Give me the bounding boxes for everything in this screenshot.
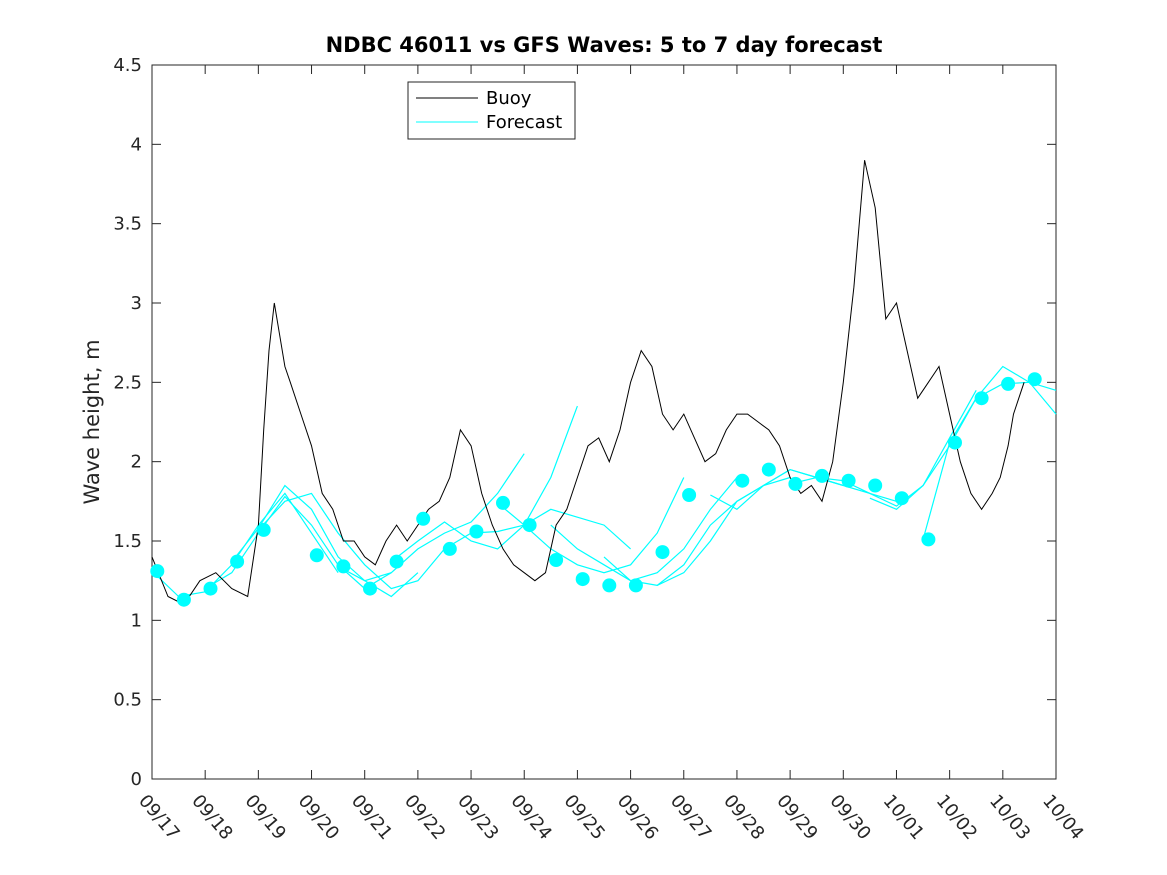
forecast-marker (522, 518, 537, 533)
chart-title: NDBC 46011 vs GFS Waves: 5 to 7 day fore… (326, 33, 883, 57)
forecast-marker (416, 511, 431, 526)
forecast-line (257, 492, 445, 590)
forecast-marker (628, 578, 643, 593)
y-axis-label: Wave height, m (80, 339, 104, 504)
forecast-marker (761, 462, 776, 477)
legend-box (407, 81, 576, 140)
forecast-marker (1027, 372, 1042, 387)
y-tick-label: 1.5 (113, 531, 142, 552)
y-tick-label: 0 (131, 769, 142, 790)
forecast-marker (336, 559, 351, 574)
forecast-marker (549, 553, 564, 567)
forecast-marker (655, 545, 670, 560)
y-tick-label: 0.5 (113, 690, 142, 711)
forecast-marker (176, 592, 191, 607)
forecast-marker (363, 581, 377, 596)
forecast-marker (203, 581, 218, 596)
plot-area (151, 64, 1057, 780)
forecast-marker (815, 468, 829, 483)
forecast-line (710, 468, 897, 511)
forecast-marker (150, 564, 165, 579)
legend: Buoy Forecast (407, 81, 576, 140)
forecast-marker (1001, 376, 1016, 391)
forecast-line (869, 365, 1057, 510)
y-tick-label: 4 (131, 134, 142, 155)
series-layer (150, 160, 1057, 607)
y-tick-label: 2.5 (113, 372, 142, 393)
forecast-marker (735, 473, 750, 488)
y-axis: 0 0.5 1 1.5 2 2.5 3 3.5 4 4.5 (113, 55, 1056, 790)
forecast-line (337, 453, 525, 582)
y-tick-label: 2 (131, 452, 142, 473)
forecast-marker (841, 473, 856, 488)
forecast-line (550, 477, 738, 582)
buoy-line (151, 160, 1025, 606)
forecast-marker (868, 478, 883, 493)
legend-forecast-label: Forecast (486, 112, 562, 133)
forecast-marker (469, 524, 484, 539)
forecast-marker (575, 572, 590, 587)
forecast-marker (496, 495, 510, 510)
forecast-marker (921, 532, 936, 547)
forecast-line (231, 484, 419, 598)
forecast-marker (948, 435, 962, 450)
y-tick-label: 4.5 (113, 55, 142, 76)
forecast-marker (230, 554, 245, 569)
forecast-line (390, 405, 578, 563)
forecast-marker (309, 548, 324, 563)
forecast-marker (389, 554, 404, 569)
y-tick-label: 1 (131, 610, 142, 631)
legend-buoy-label: Buoy (486, 88, 532, 109)
forecast-marker (788, 476, 803, 491)
forecast-marker (974, 391, 989, 406)
forecast-marker (602, 578, 617, 593)
forecast-marker (682, 488, 697, 502)
forecast-marker (442, 541, 457, 556)
y-tick-label: 3 (131, 293, 142, 314)
forecast-marker (256, 522, 271, 537)
forecast-marker (894, 491, 909, 506)
y-tick-label: 3.5 (113, 214, 142, 235)
